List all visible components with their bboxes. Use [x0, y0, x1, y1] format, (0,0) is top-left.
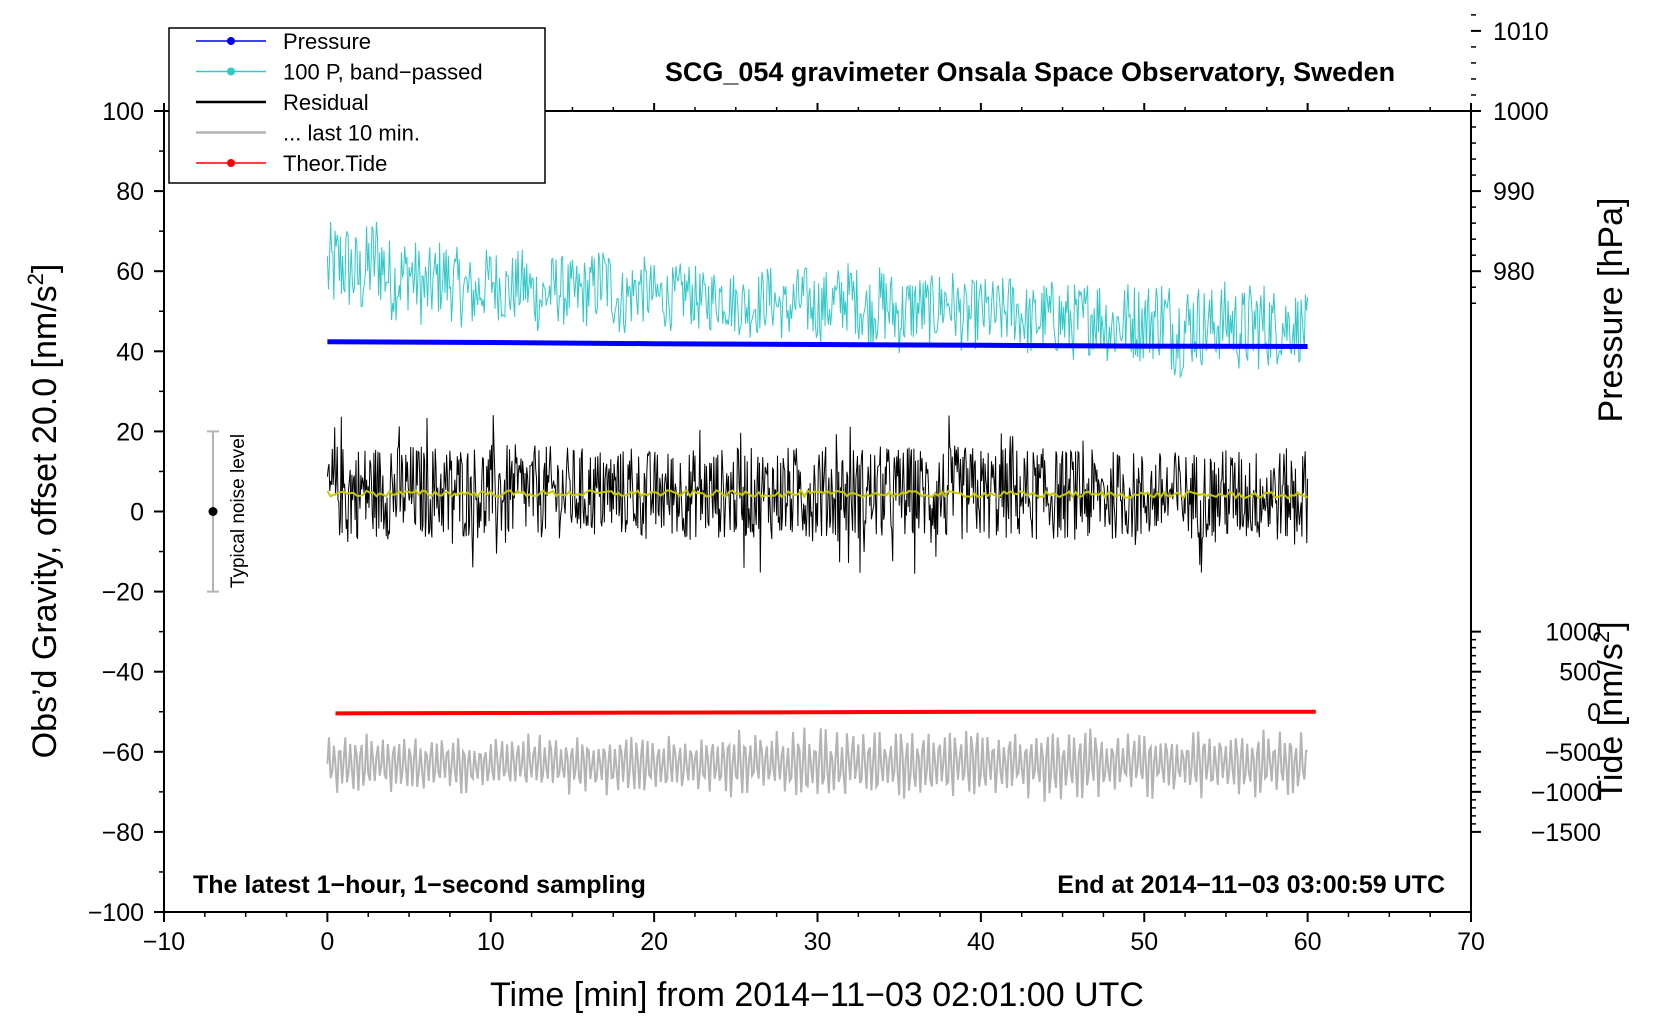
x-tick-label: −10 [143, 928, 185, 956]
series-residual-line [326, 415, 1309, 574]
legend-box [168, 27, 546, 184]
y-axis-unit-sup: 2 [23, 273, 48, 285]
y-tick-label: −100 [88, 899, 144, 927]
series-theoretical-tide-line [335, 709, 1316, 716]
legend-label: 100 P, band−passed [283, 60, 483, 85]
y-tick-label: 60 [116, 258, 144, 286]
noise-bar: Typical noise level [207, 430, 249, 593]
x-tick-label: 10 [477, 928, 505, 956]
x-tick-label: 40 [967, 928, 995, 956]
sampling-note: The latest 1−hour, 1−second sampling [193, 871, 646, 899]
pressure-tick-label: 990 [1493, 178, 1535, 206]
tide-axis-unit-close: ] [1592, 621, 1630, 630]
x-tick-label: 0 [320, 928, 334, 956]
tide-tick-label: −1500 [1531, 819, 1601, 847]
legend-label: Residual [283, 90, 369, 115]
series-last-10-min-line [326, 727, 1308, 802]
x-tick-label: 20 [640, 928, 668, 956]
end-time-note: End at 2014−11−03 03:00:59 UTC [1057, 871, 1445, 899]
noise-bar-dot [208, 507, 218, 516]
x-axis-label: Time [min] from 2014−11−03 02:01:00 UTC [490, 976, 1144, 1014]
y-tick-label: −40 [102, 659, 144, 687]
y-tick-label: 80 [116, 178, 144, 206]
y-tick-label: −80 [102, 819, 144, 847]
y-tick-label: −60 [102, 739, 144, 767]
x-tick-label: 60 [1294, 928, 1322, 956]
tide-axis-label: Tide [nm/s2] [1589, 621, 1630, 800]
y-axis-unit-close: ] [26, 264, 64, 273]
tide-tick-label: −1000 [1531, 779, 1601, 807]
y-axis-ticks: −100 −80 −60 −40 −20 0 20 40 60 80 100 [88, 98, 164, 927]
legend-label: Theor.Tide [283, 151, 387, 176]
legend-marker [227, 37, 235, 45]
legend-marker [227, 67, 235, 76]
tide-tick-label: 0 [1587, 699, 1601, 727]
pressure-tick-label: 1000 [1493, 98, 1549, 126]
tide-axis-unit-sup: 2 [1589, 631, 1614, 643]
tide-tick-label: −500 [1545, 739, 1601, 767]
y-tick-label: −20 [102, 579, 144, 607]
x-tick-label: 50 [1130, 928, 1158, 956]
legend-label: ... last 10 min. [283, 121, 420, 146]
tide-tick-label: 500 [1559, 659, 1601, 687]
y-tick-label: 0 [130, 499, 144, 527]
tide-tick-label: 1000 [1545, 619, 1601, 647]
pressure-axis-ticks: 9809901000101010201030 [1471, 14, 1549, 304]
pressure-tick-label: 1010 [1493, 18, 1549, 46]
tide-axis-ticks: −1500 −1000 −500 0 500 1000 [1471, 619, 1601, 847]
legend-label: Pressure [283, 29, 371, 54]
pressure-axis-label: Pressure [hPa] [1592, 198, 1630, 423]
chart-title: SCG_054 gravimeter Onsala Space Observat… [665, 57, 1395, 87]
y-axis-label-left: Obs’d Gravity, offset 20.0 [nm/s2] [23, 264, 64, 759]
y-tick-label: 20 [116, 418, 144, 446]
series-pressure-line [327, 339, 1308, 349]
y-tick-label: 40 [116, 338, 144, 366]
x-tick-label: 30 [804, 928, 832, 956]
noise-bar-label: Typical noise level [228, 434, 249, 588]
series-bandpassed-pressure-line [326, 221, 1309, 379]
pressure-tick-label: 980 [1493, 258, 1535, 286]
y-axis-label-left-text: Obs’d Gravity, offset 20.0 [nm/s [26, 285, 64, 758]
x-tick-label: 70 [1457, 928, 1485, 956]
x-axis-ticks: −10 0 10 20 30 40 50 60 70 [143, 103, 1485, 956]
series-residual-smoothed-line [326, 488, 1309, 500]
legend-marker [227, 159, 235, 167]
series-layer [326, 221, 1316, 802]
y-tick-label: 100 [102, 98, 144, 126]
tide-axis-label-text: Tide [nm/s [1592, 643, 1630, 800]
legend: Pressure 100 P, band−passed Residual ... la… [168, 27, 546, 184]
